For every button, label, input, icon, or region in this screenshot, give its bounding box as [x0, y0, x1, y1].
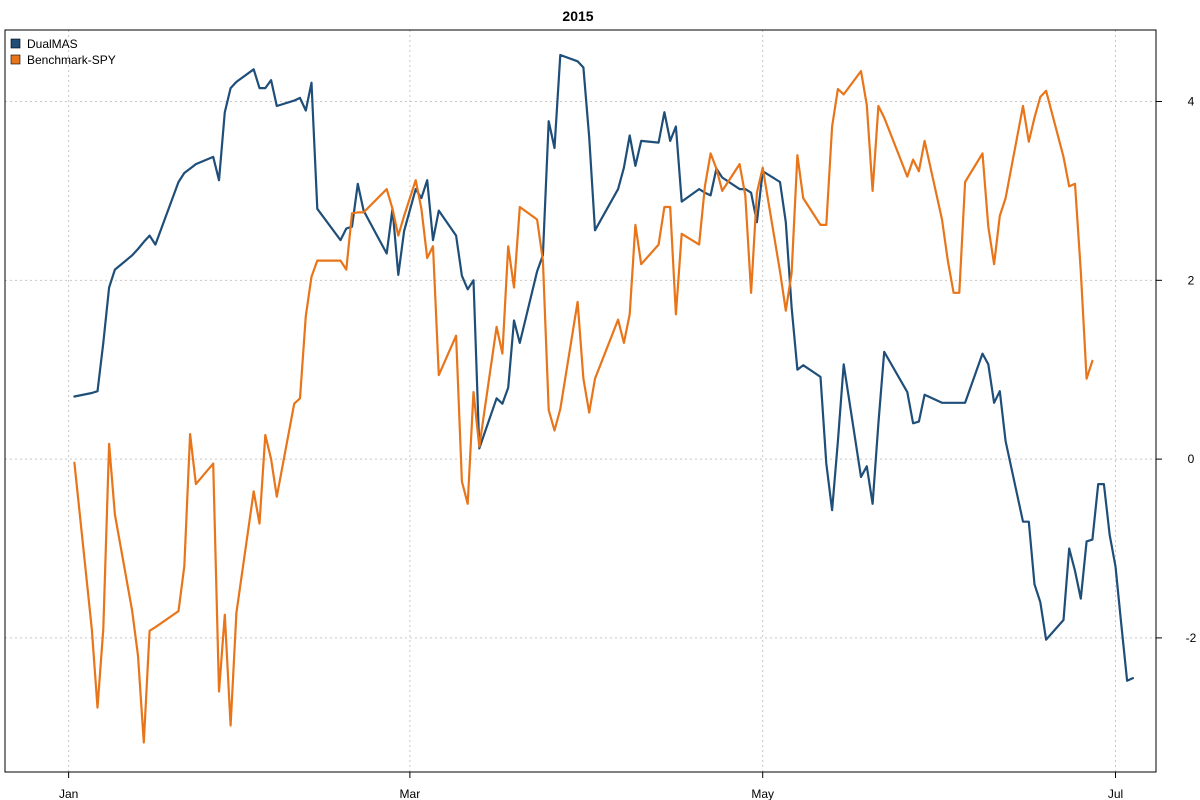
x-axis: Jan Mar May Jul: [59, 772, 1123, 800]
x-tick-label: Jul: [1108, 787, 1123, 800]
plot-frame: [4, 29, 1157, 773]
x-tick-label: May: [751, 787, 774, 800]
series-line-benchmark-spy: [73, 69, 1094, 744]
y-tick-label: 2: [1188, 273, 1195, 287]
y-axis: -2 0 2 4: [1156, 95, 1197, 645]
legend-label: DualMAS: [27, 37, 78, 51]
y-tick-label: 4: [1188, 95, 1195, 109]
x-tick-label: Jan: [59, 787, 78, 800]
legend-swatch: [10, 54, 21, 65]
x-tick-label: Mar: [400, 787, 421, 800]
y-tick-label: 0: [1188, 452, 1195, 466]
legend: DualMAS Benchmark-SPY: [10, 37, 116, 67]
grid: [5, 30, 1156, 772]
series-layer: [73, 53, 1135, 744]
y-tick-label: -2: [1186, 631, 1197, 645]
legend-swatch: [10, 38, 21, 49]
chart-title: 2015: [562, 8, 593, 24]
series-line-dualmas: [73, 53, 1135, 682]
legend-label: Benchmark-SPY: [27, 53, 116, 67]
